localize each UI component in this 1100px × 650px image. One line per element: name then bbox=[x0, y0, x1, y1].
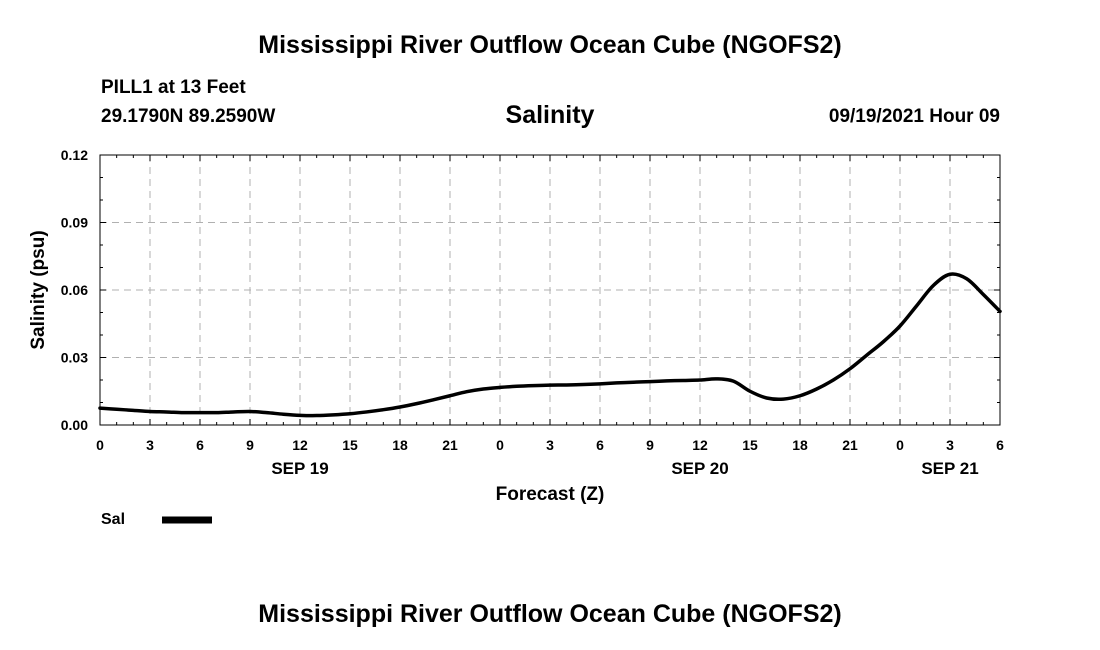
x-tick-label: 9 bbox=[246, 437, 254, 453]
chart-title: Salinity bbox=[505, 101, 595, 129]
main-title: Mississippi River Outflow Ocean Cube (NG… bbox=[258, 31, 842, 59]
x-tick-label: 9 bbox=[646, 437, 654, 453]
x-tick-label: 0 bbox=[896, 437, 904, 453]
x-tick-label: 0 bbox=[496, 437, 504, 453]
legend-label: Sal bbox=[101, 511, 125, 528]
series-line-sal bbox=[98, 272, 1002, 418]
date-label: SEP 21 bbox=[921, 459, 978, 478]
x-tick-label: 3 bbox=[146, 437, 154, 453]
y-tick-label: 0.00 bbox=[61, 417, 88, 433]
x-tick-label: 3 bbox=[946, 437, 954, 453]
station-label: PILL1 at 13 Feet bbox=[101, 77, 246, 98]
axis-labels: 0 3 6 9 12 15 18 21 0 3 6 9 12 15 18 21 0 3 6 0.00 0.03 0.06 0… bbox=[28, 147, 1004, 505]
date-label: SEP 20 bbox=[671, 459, 728, 478]
x-tick-label: 6 bbox=[196, 437, 204, 453]
x-tick-label: 15 bbox=[342, 437, 358, 453]
y-tick-label: 0.06 bbox=[61, 282, 88, 298]
y-axis-title: Salinity (psu) bbox=[28, 230, 49, 349]
x-tick-label: 0 bbox=[96, 437, 104, 453]
x-tick-label: 6 bbox=[596, 437, 604, 453]
y-tick-label: 0.09 bbox=[61, 215, 88, 231]
date-label: SEP 19 bbox=[271, 459, 328, 478]
legend: Sal bbox=[101, 511, 212, 528]
x-tick-label: 6 bbox=[996, 437, 1004, 453]
forecast-datetime: 09/19/2021 Hour 09 bbox=[828, 106, 1000, 127]
series-layer bbox=[98, 272, 1002, 418]
x-tick-label: 21 bbox=[842, 437, 858, 453]
station-coordinates: 29.1790N 89.2590W bbox=[101, 106, 276, 127]
y-tick-label: 0.03 bbox=[61, 350, 88, 366]
grid bbox=[100, 155, 1000, 425]
x-axis-title: Forecast (Z) bbox=[496, 484, 605, 505]
x-tick-label: 18 bbox=[392, 437, 408, 453]
footer-title: Mississippi River Outflow Ocean Cube (NG… bbox=[258, 600, 842, 628]
x-tick-label: 12 bbox=[692, 437, 708, 453]
x-tick-label: 21 bbox=[442, 437, 458, 453]
x-tick-label: 15 bbox=[742, 437, 758, 453]
y-tick-label: 0.12 bbox=[61, 147, 88, 163]
x-tick-label: 3 bbox=[546, 437, 554, 453]
axes bbox=[99, 154, 1001, 426]
x-tick-label: 18 bbox=[792, 437, 808, 453]
x-tick-label: 12 bbox=[292, 437, 308, 453]
